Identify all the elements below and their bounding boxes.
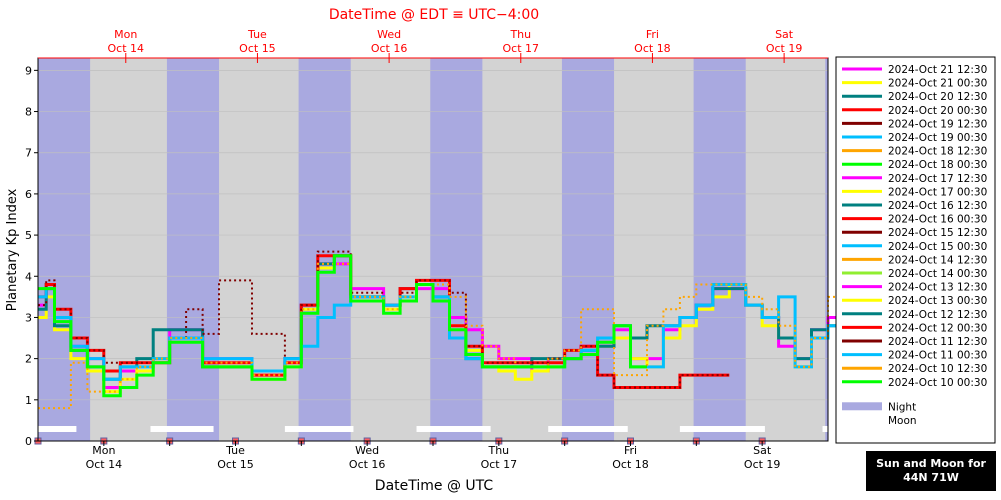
night-band (561, 58, 615, 441)
x-axis-label: DateTime @ UTC (375, 478, 494, 494)
y-tick-label: 0 (25, 435, 32, 448)
legend-label: 2024-Oct 20 12:30 (888, 91, 987, 103)
y-tick-label: 9 (25, 64, 32, 77)
night-band (298, 58, 351, 441)
plot-background (38, 58, 828, 441)
moon-bar (150, 426, 214, 432)
top-tick-date: Oct 15 (239, 42, 276, 55)
night-band (166, 58, 220, 441)
legend-label: 2024-Oct 21 12:30 (888, 64, 987, 76)
legend-label: 2024-Oct 16 00:30 (888, 214, 987, 226)
legend-label: Moon (888, 415, 917, 427)
moon-bar (284, 426, 354, 432)
legend-label: 2024-Oct 19 12:30 (888, 118, 987, 130)
series-line (38, 254, 647, 398)
chart-title: DateTime @ EDT ≡ UTC−4:00 (329, 7, 539, 23)
legend-label: 2024-Oct 10 12:30 (888, 363, 987, 375)
night-band (38, 58, 91, 441)
x-tick-day: Mon (92, 444, 115, 457)
top-tick-date: Oct 16 (371, 42, 408, 55)
legend-label: 2024-Oct 10 00:30 (888, 377, 987, 389)
badge-line-2: 44N 71W (903, 471, 959, 484)
location-badge: Sun and Moon for 44N 71W (866, 451, 996, 491)
legend-label: 2024-Oct 12 12:30 (888, 309, 987, 321)
top-tick-date: Oct 19 (766, 42, 803, 55)
legend-label: 2024-Oct 14 00:30 (888, 268, 987, 280)
top-tick-day: Wed (377, 28, 401, 41)
top-tick-date: Oct 17 (503, 42, 540, 55)
y-tick-label: 2 (25, 353, 32, 366)
y-tick-label: 1 (25, 394, 32, 407)
legend-label: 2024-Oct 19 00:30 (888, 132, 987, 144)
x-tick-day: Thu (487, 444, 509, 457)
badge-line-1: Sun and Moon for (876, 457, 986, 470)
top-tick-day: Tue (247, 28, 267, 41)
top-tick-date: Oct 14 (108, 42, 145, 55)
x-tick-date: Oct 19 (744, 458, 781, 471)
moon-bar (548, 426, 628, 432)
top-tick-date: Oct 18 (634, 42, 671, 55)
top-tick-day: Mon (114, 28, 137, 41)
y-tick-label: 4 (25, 270, 32, 283)
moon-bar (679, 426, 765, 432)
x-tick-date: Oct 17 (481, 458, 518, 471)
top-tick-day: Fri (646, 28, 659, 41)
y-tick-label: 7 (25, 147, 32, 160)
series-layer (38, 250, 845, 410)
y-tick-label: 8 (25, 106, 32, 119)
legend-label: 2024-Oct 13 12:30 (888, 282, 987, 294)
legend-swatch (842, 402, 882, 411)
legend-box (835, 56, 996, 444)
legend-label: 2024-Oct 13 00:30 (888, 295, 987, 307)
legend-label: 2024-Oct 15 12:30 (888, 227, 987, 239)
top-tick-day: Sat (775, 28, 794, 41)
night-band (693, 58, 746, 441)
x-tick-day: Sat (753, 444, 772, 457)
x-tick-date: Oct 18 (612, 458, 649, 471)
y-tick-label: 6 (25, 188, 32, 201)
moon-bar (822, 426, 828, 432)
x-tick-date: Oct 14 (86, 458, 123, 471)
x-tick-date: Oct 16 (349, 458, 386, 471)
x-tick-day: Tue (225, 444, 245, 457)
legend-label: 2024-Oct 11 12:30 (888, 336, 987, 348)
legend-label: 2024-Oct 15 00:30 (888, 241, 987, 253)
night-band (825, 58, 828, 441)
legend-label: 2024-Oct 16 12:30 (888, 200, 987, 212)
moon-bar (38, 426, 77, 432)
legend-swatch (842, 415, 882, 424)
moon-bar (416, 426, 491, 432)
legend-label: 2024-Oct 17 00:30 (888, 186, 987, 198)
series-line (38, 250, 730, 389)
legend-label: 2024-Oct 12 00:30 (888, 322, 987, 334)
legend-label: 2024-Oct 14 12:30 (888, 254, 987, 266)
legend-label: 2024-Oct 20 00:30 (888, 105, 987, 117)
series-line (38, 262, 845, 410)
legend-label: 2024-Oct 17 12:30 (888, 173, 987, 185)
x-tick-day: Wed (355, 444, 379, 457)
legend-label: Night (888, 401, 916, 413)
top-tick-day: Thu (509, 28, 531, 41)
legend-label: 2024-Oct 18 00:30 (888, 159, 987, 171)
x-tick-day: Fri (624, 444, 637, 457)
night-band (430, 58, 483, 441)
y-axis-label: Planetary Kp Index (5, 188, 20, 311)
y-tick-label: 3 (25, 311, 32, 324)
y-tick-label: 5 (25, 229, 32, 242)
x-tick-date: Oct 15 (217, 458, 254, 471)
legend-label: 2024-Oct 11 00:30 (888, 350, 987, 362)
legend-label: 2024-Oct 21 00:30 (888, 78, 987, 90)
legend-label: 2024-Oct 18 12:30 (888, 146, 987, 158)
